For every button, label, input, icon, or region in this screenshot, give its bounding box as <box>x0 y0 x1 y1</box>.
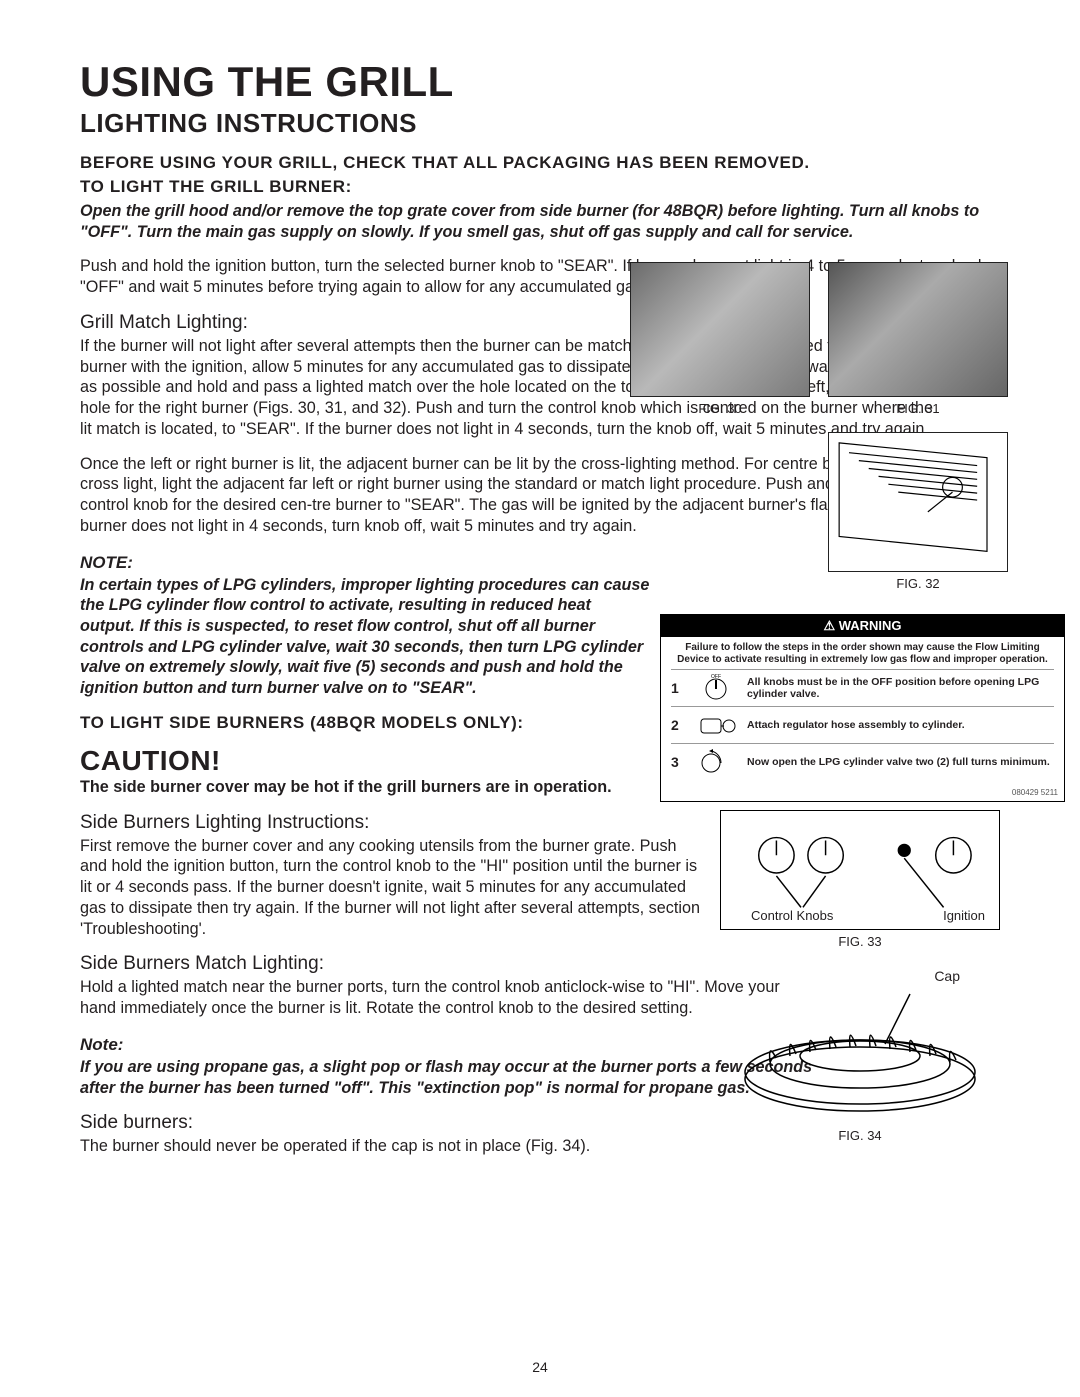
note2-body: If you are using propane gas, a slight p… <box>80 1057 820 1098</box>
figure-31-label: FIG. 31 <box>828 401 1008 416</box>
figure-30-image <box>630 262 810 397</box>
cross-lighting-text: Once the left or right burner is lit, th… <box>80 454 920 537</box>
figure-34-image <box>730 984 990 1124</box>
figure-34-label: FIG. 34 <box>730 1128 990 1143</box>
warning-step1-text: All knobs must be in the OFF position be… <box>747 676 1054 700</box>
side-light-text: First remove the burner cover and any co… <box>80 836 700 940</box>
warning-step-1: 1 OFF All knobs must be in the OFF posit… <box>671 669 1054 706</box>
warning-step-3: 3 Now open the LPG cylinder valve two (2… <box>671 743 1054 780</box>
regulator-icon <box>691 711 741 739</box>
page-number: 24 <box>0 1359 1080 1375</box>
note1-body: In certain types of LPG cylinders, impro… <box>80 575 650 699</box>
warning-step-2: 2 Attach regulator hose assembly to cyli… <box>671 706 1054 743</box>
figure-30: FIG. 30 <box>630 262 810 416</box>
figure-32-image <box>828 432 1008 572</box>
page: USING THE GRILL LIGHTING INSTRUCTIONS BE… <box>0 0 1080 1397</box>
fig34-cap-label: Cap <box>730 968 990 984</box>
intro-text: Open the grill hood and/or remove the to… <box>80 201 1008 242</box>
heading-lighting-instructions: LIGHTING INSTRUCTIONS <box>80 108 1008 139</box>
figure-34: Cap <box>730 968 990 1143</box>
knob-off-icon: OFF <box>691 674 741 702</box>
figure-33-label: FIG. 33 <box>720 934 1000 949</box>
warning-box: ⚠ WARNING Failure to follow the steps in… <box>660 614 1065 802</box>
heading-packaging: BEFORE USING YOUR GRILL, CHECK THAT ALL … <box>80 153 1008 173</box>
warning-step2-text: Attach regulator hose assembly to cylind… <box>747 719 1054 731</box>
side-match-text: Hold a lighted match near the burner por… <box>80 977 800 1018</box>
figure-31: FIG. 31 <box>828 262 1008 416</box>
warning-line: Failure to follow the steps in the order… <box>671 642 1054 665</box>
warning-title: ⚠ WARNING <box>661 615 1064 637</box>
fig33-control-knobs-label: Control Knobs <box>751 908 833 923</box>
match-lighting-text: If the burner will not light after sever… <box>80 336 940 440</box>
figure-33-image: Control Knobs Ignition <box>720 810 1000 930</box>
figure-33: Control Knobs Ignition FIG. 33 <box>720 810 1000 949</box>
fig33-ignition-label: Ignition <box>943 908 985 923</box>
heading-using-grill: USING THE GRILL <box>80 58 1008 106</box>
svg-text:OFF: OFF <box>711 674 721 680</box>
heading-to-light-burner: TO LIGHT THE GRILL BURNER: <box>80 177 1008 197</box>
figure-30-label: FIG. 30 <box>630 401 810 416</box>
warning-footer: 080429 5211 <box>661 786 1064 801</box>
figure-32: FIG. 32 <box>828 432 1008 591</box>
figure-31-image <box>828 262 1008 397</box>
figure-32-label: FIG. 32 <box>828 576 1008 591</box>
warning-step3-text: Now open the LPG cylinder valve two (2) … <box>747 756 1054 768</box>
valve-open-icon <box>691 748 741 776</box>
